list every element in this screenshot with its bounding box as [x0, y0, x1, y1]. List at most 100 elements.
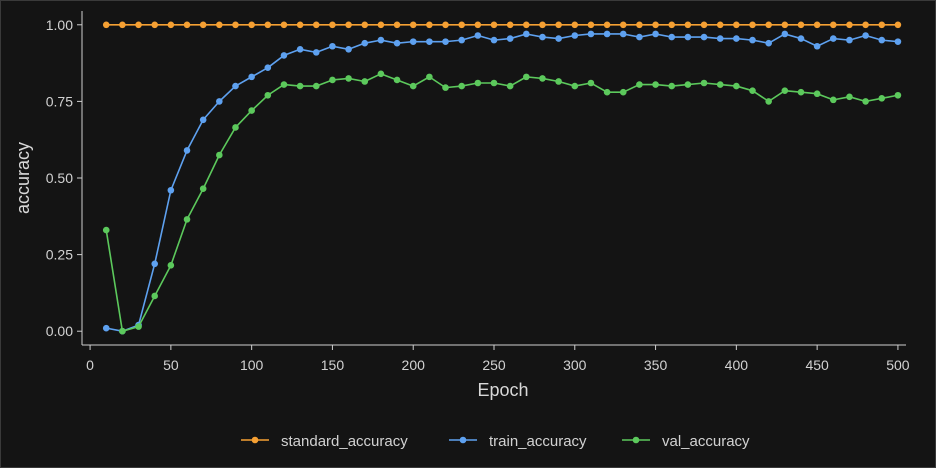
data-point [199, 116, 207, 124]
data-point [426, 73, 433, 81]
data-point [135, 323, 142, 330]
data-point [684, 33, 692, 41]
data-point [878, 95, 886, 102]
data-point [312, 49, 320, 56]
data-point [393, 76, 401, 84]
data-point [232, 124, 239, 131]
x-tick-label: 100 [240, 357, 264, 373]
data-point [523, 73, 530, 81]
data-point [571, 82, 579, 90]
data-point [167, 262, 175, 269]
data-point [361, 78, 369, 85]
data-point [151, 21, 159, 29]
data-point [442, 38, 449, 45]
legend-key-point [251, 436, 259, 444]
data-point [280, 81, 288, 88]
data-point [151, 260, 159, 268]
data-point [813, 42, 821, 50]
data-point [587, 30, 595, 38]
data-point [232, 82, 239, 90]
data-point [797, 35, 805, 42]
data-point [296, 21, 304, 29]
data-point [409, 21, 417, 29]
data-point [264, 64, 272, 71]
data-point [700, 21, 708, 29]
data-point [636, 81, 643, 88]
legend-label: val_accuracy [662, 433, 750, 450]
data-point [506, 21, 514, 29]
data-point [829, 21, 837, 29]
y-tick-label: 0.00 [46, 323, 73, 339]
y-tick-label: 0.75 [46, 93, 73, 109]
series-val_accuracy [102, 70, 902, 335]
data-point [555, 35, 562, 42]
data-point [894, 91, 902, 99]
data-point [264, 21, 272, 29]
x-tick-label: 200 [402, 357, 426, 373]
data-point [862, 32, 869, 39]
data-point [587, 79, 595, 87]
data-point [749, 36, 756, 44]
y-ticks-group: 0.00 0.25 0.50 0.75 1.00 [46, 17, 82, 339]
data-point [216, 151, 223, 159]
data-point [312, 82, 320, 90]
series-standard_accuracy [102, 21, 902, 29]
data-point [329, 42, 336, 50]
data-point [232, 21, 239, 29]
data-point [393, 39, 401, 47]
data-point [458, 36, 465, 44]
data-point [878, 21, 886, 29]
data-point [894, 21, 902, 29]
data-point [684, 81, 692, 88]
data-point [248, 21, 255, 29]
data-point [345, 46, 352, 53]
data-point [765, 21, 772, 29]
data-point [813, 90, 821, 98]
data-point [280, 52, 288, 59]
data-point [312, 21, 320, 29]
data-point [829, 35, 837, 42]
data-point [571, 21, 579, 29]
data-point [280, 21, 288, 29]
x-tick-label: 400 [725, 357, 749, 373]
data-point [442, 84, 449, 91]
data-point [119, 21, 126, 29]
data-point [781, 21, 789, 29]
data-point [442, 21, 449, 29]
data-point [458, 21, 465, 29]
data-point [652, 81, 659, 88]
y-tick-label: 1.00 [46, 17, 73, 33]
data-point [668, 21, 676, 29]
data-point [781, 30, 789, 38]
data-point [571, 32, 579, 39]
data-point [797, 88, 805, 96]
data-point [829, 96, 837, 104]
data-point [523, 30, 530, 38]
data-point [248, 107, 255, 114]
series-layer [102, 21, 902, 335]
data-point [490, 36, 498, 44]
series-train_accuracy [102, 30, 902, 335]
data-point [716, 35, 724, 42]
data-point [183, 21, 191, 29]
data-point [539, 33, 546, 41]
data-point [474, 21, 482, 29]
data-point [846, 21, 853, 29]
data-point [749, 21, 756, 29]
x-tick-label: 250 [482, 357, 506, 373]
data-point [652, 21, 659, 29]
data-point [199, 21, 207, 29]
x-tick-label: 450 [805, 357, 829, 373]
data-point [539, 21, 546, 29]
data-point [555, 21, 562, 29]
data-point [329, 76, 336, 84]
data-point [506, 82, 514, 90]
data-point [409, 38, 417, 45]
data-point [216, 98, 223, 105]
data-point [426, 21, 433, 29]
data-point [393, 21, 401, 29]
data-point [733, 21, 740, 29]
legend-key-point [632, 436, 640, 444]
data-point [199, 185, 207, 193]
